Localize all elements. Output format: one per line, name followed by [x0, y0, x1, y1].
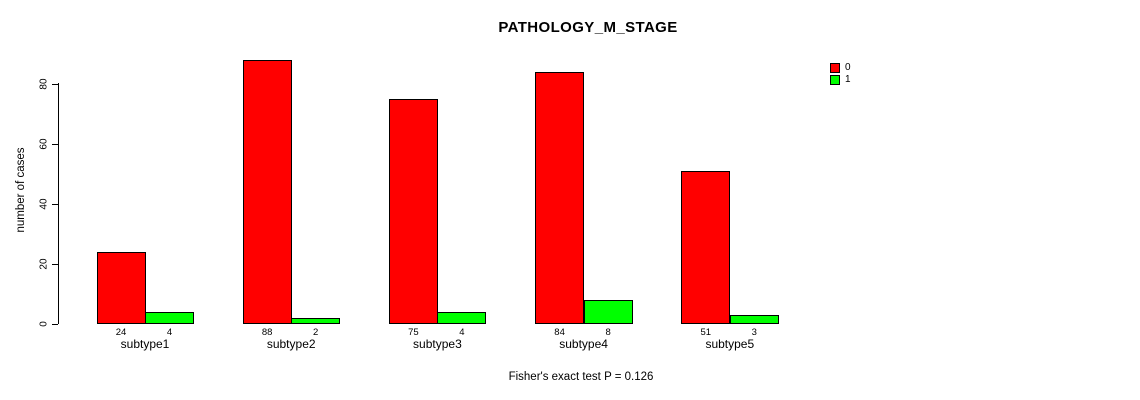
bar-value-label: 88	[261, 327, 273, 338]
bar-subtype3-group1	[437, 312, 487, 324]
x-category-label: subtype3	[413, 337, 462, 351]
bar-value-label: 2	[313, 327, 319, 338]
bar-value-label: 75	[408, 327, 419, 338]
bar-subtype3-group0	[388, 99, 438, 324]
legend-item-label: 1	[845, 74, 851, 85]
legend-item-1: 1	[830, 75, 851, 85]
bar-value-label: 4	[459, 327, 465, 338]
y-axis-tick	[52, 143, 58, 145]
bar-value-label: 8	[605, 327, 611, 338]
bar-value-label: 84	[554, 327, 565, 338]
x-category-label: subtype5	[705, 337, 755, 351]
x-category-label: subtype1	[120, 337, 170, 351]
y-axis-tick-label: 20	[38, 258, 50, 270]
bar-value-label: 4	[166, 327, 173, 338]
bar-subtype4-group1	[583, 300, 633, 324]
bar-subtype1-group0	[96, 252, 146, 324]
legend-item-label: 0	[845, 62, 851, 73]
x-category-label: subtype4	[559, 337, 608, 351]
bar-subtype4-group0	[535, 72, 585, 324]
y-axis-tick-label: 80	[38, 78, 50, 90]
legend-swatch-1	[830, 75, 840, 85]
y-axis-tick	[52, 323, 58, 325]
y-axis-tick-label: 60	[38, 138, 50, 150]
bar-subtype1-group1	[145, 312, 194, 324]
chart-title: PATHOLOGY_M_STAGE	[498, 19, 678, 36]
legend-item-0: 0	[830, 63, 851, 73]
legend-swatch-0	[830, 63, 840, 73]
y-axis-label: number of cases	[15, 147, 27, 233]
y-axis-tick	[52, 83, 58, 85]
y-axis-tick-label: 0	[38, 321, 50, 327]
bar-value-label: 3	[751, 327, 757, 338]
x-category-label: subtype2	[266, 337, 316, 351]
fisher-test-annotation: Fisher's exact test P = 0.126	[508, 371, 654, 383]
y-axis-line	[58, 83, 59, 324]
y-axis-tick-label: 40	[38, 198, 50, 210]
bar-value-label: 51	[700, 327, 712, 338]
bar-subtype5-group1	[729, 315, 779, 324]
bar-value-label: 24	[115, 327, 127, 338]
y-axis-tick	[52, 203, 58, 205]
bar-subtype2-group1	[291, 318, 341, 324]
y-axis-tick	[52, 263, 58, 265]
bar-subtype2-group0	[242, 60, 292, 324]
bar-subtype5-group0	[681, 171, 731, 324]
